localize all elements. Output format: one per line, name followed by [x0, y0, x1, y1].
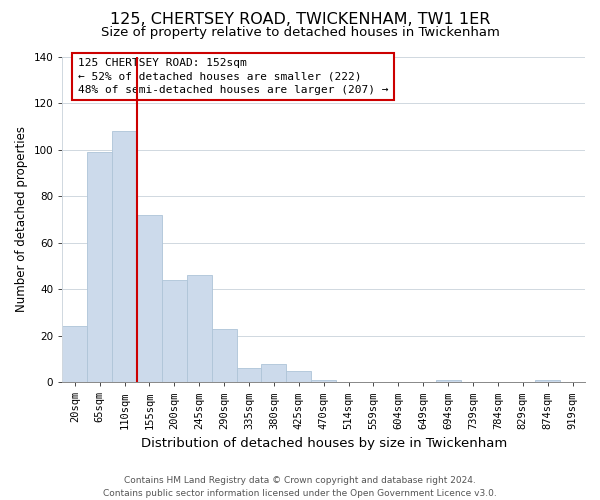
- Bar: [286, 370, 311, 382]
- Bar: [87, 152, 112, 382]
- Bar: [162, 280, 187, 382]
- Bar: [187, 275, 212, 382]
- Text: 125 CHERTSEY ROAD: 152sqm
← 52% of detached houses are smaller (222)
48% of semi: 125 CHERTSEY ROAD: 152sqm ← 52% of detac…: [78, 58, 389, 94]
- Text: 125, CHERTSEY ROAD, TWICKENHAM, TW1 1ER: 125, CHERTSEY ROAD, TWICKENHAM, TW1 1ER: [110, 12, 490, 28]
- Bar: [262, 364, 286, 382]
- Text: Contains HM Land Registry data © Crown copyright and database right 2024.
Contai: Contains HM Land Registry data © Crown c…: [103, 476, 497, 498]
- Bar: [436, 380, 461, 382]
- Bar: [236, 368, 262, 382]
- Y-axis label: Number of detached properties: Number of detached properties: [15, 126, 28, 312]
- Bar: [62, 326, 87, 382]
- Bar: [311, 380, 336, 382]
- Bar: [112, 131, 137, 382]
- Bar: [535, 380, 560, 382]
- Text: Size of property relative to detached houses in Twickenham: Size of property relative to detached ho…: [101, 26, 499, 39]
- X-axis label: Distribution of detached houses by size in Twickenham: Distribution of detached houses by size …: [140, 437, 507, 450]
- Bar: [137, 214, 162, 382]
- Bar: [212, 328, 236, 382]
